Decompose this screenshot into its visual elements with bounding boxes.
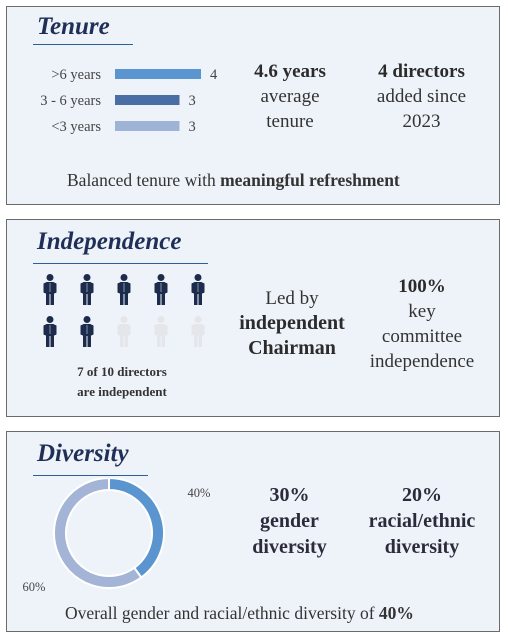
- new-directors-stat: 4 directors added since 2023: [359, 59, 484, 134]
- gender-diversity-label-2: diversity: [252, 536, 327, 558]
- person-icon: [117, 274, 131, 305]
- gender-diversity-stat: 30% gender diversity: [232, 482, 347, 560]
- chairman-label-3: Chairman: [248, 337, 336, 359]
- icon-caption-line-2: are independent: [77, 384, 167, 399]
- director-icons-grid: [33, 272, 223, 352]
- donut-slice-label: 60%: [23, 580, 46, 594]
- chairman-label-2: independent: [239, 312, 345, 334]
- person-icon: [43, 316, 57, 347]
- tenure-category-label: >6 years: [51, 67, 101, 83]
- tenure-bar-value: 3: [189, 119, 196, 135]
- tenure-bar: [115, 69, 201, 79]
- committee-label-1: key: [408, 301, 436, 322]
- gender-diversity-value: 30%: [269, 484, 310, 506]
- diversity-donut-chart: 40% 60%: [23, 478, 211, 594]
- donut-slice: [53, 478, 143, 589]
- avg-tenure-label-2: tenure: [266, 111, 314, 132]
- diversity-title-underline: [33, 475, 148, 476]
- tenure-category-label: <3 years: [51, 119, 101, 135]
- tenure-caption-text: Balanced tenure with: [67, 170, 221, 190]
- person-icon: [43, 274, 57, 305]
- tenure-bar: [115, 121, 180, 131]
- tenure-bar-value: 3: [189, 93, 196, 109]
- tenure-title: Tenure: [37, 13, 110, 40]
- person-icon: [80, 316, 94, 347]
- donut-slice-label: 40%: [188, 486, 211, 500]
- gender-diversity-label-1: gender: [260, 510, 319, 532]
- tenure-bar-chart: >6 years 4 3 - 6 years 3 <3 years 3: [40, 67, 218, 135]
- committee-label-3: independence: [369, 351, 475, 372]
- racial-diversity-value: 20%: [402, 484, 442, 506]
- racial-diversity-stat: 20% racial/ethnic diversity: [352, 482, 492, 560]
- person-icon: [191, 274, 205, 305]
- committee-value: 100%: [398, 276, 446, 297]
- person-icon: [154, 274, 168, 305]
- tenure-category-label: 3 - 6 years: [40, 93, 101, 109]
- independence-panel: Independence 7 of 10 directors are indep…: [6, 219, 500, 417]
- diversity-caption-bold: 40%: [378, 603, 414, 623]
- person-icon: [80, 274, 94, 305]
- chairman-label-1: Led by: [265, 288, 319, 309]
- committee-label-2: committee: [381, 326, 463, 347]
- tenure-title-underline: [33, 44, 133, 45]
- chairman-stat: Led by independent Chairman: [217, 286, 367, 361]
- independence-title-underline: [33, 263, 208, 264]
- person-icon: [191, 316, 205, 347]
- tenure-panel: Tenure >6 years 4 3 - 6 years 3 <3 years 3 4.…: [6, 6, 500, 205]
- avg-tenure-stat: 4.6 years average tenure: [235, 59, 345, 134]
- diversity-panel: Diversity 40% 60% 30% gender diversity 20…: [6, 431, 500, 632]
- avg-tenure-value: 4.6 years: [254, 61, 326, 82]
- diversity-title: Diversity: [37, 440, 129, 467]
- diversity-caption-text: Overall gender and racial/ethnic diversi…: [65, 603, 379, 623]
- tenure-caption-bold: meaningful refreshment: [220, 170, 400, 190]
- diversity-caption: Overall gender and racial/ethnic diversi…: [65, 603, 414, 624]
- new-directors-value: 4 directors: [378, 61, 465, 82]
- independence-title: Independence: [37, 228, 182, 255]
- tenure-caption: Balanced tenure with meaningful refreshm…: [67, 170, 400, 191]
- avg-tenure-label-1: average: [260, 86, 320, 107]
- racial-diversity-label-1: racial/ethnic: [368, 510, 476, 532]
- racial-diversity-label-2: diversity: [384, 536, 460, 558]
- tenure-bar-value: 4: [210, 67, 218, 83]
- person-icon: [117, 316, 131, 347]
- new-directors-label-2: 2023: [402, 111, 441, 132]
- person-icon: [154, 316, 168, 347]
- icon-caption-line-1: 7 of 10 directors: [77, 364, 167, 379]
- tenure-bar: [115, 95, 180, 105]
- donut-slice: [108, 478, 165, 579]
- independence-icon-caption: 7 of 10 directors are independent: [47, 362, 197, 402]
- committee-stat: 100% key committee independence: [357, 274, 487, 374]
- new-directors-label-1: added since: [376, 86, 467, 107]
